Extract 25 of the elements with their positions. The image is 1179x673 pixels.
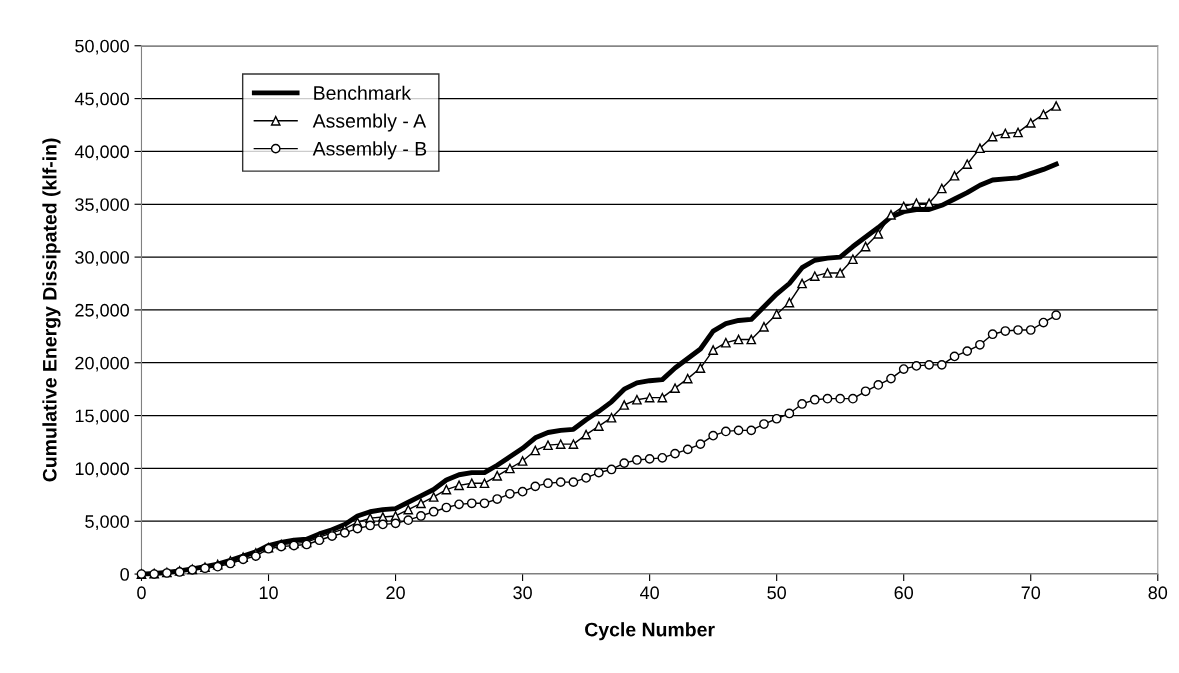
legend-label: Benchmark (314, 85, 412, 100)
x-tick-label: 0 (137, 586, 146, 600)
y-tick-label: 30,000 (75, 251, 129, 266)
y-tick-label: 25,000 (75, 303, 129, 319)
legend-label: Assembly - A (312, 113, 427, 132)
legend-label: Assembly - B (312, 141, 427, 160)
x-tick-label: 60 (894, 586, 914, 600)
y-tick-label: 35,000 (75, 198, 129, 214)
x-axis-title: Cycle Number (585, 622, 715, 641)
x-tick-label: 80 (1148, 586, 1168, 600)
y-tick-label: 40,000 (74, 145, 129, 161)
x-tick-label: 20 (386, 586, 405, 600)
y-tick-label: 0 (120, 568, 129, 581)
y-tick-label: 15,000 (75, 409, 129, 425)
y-tick-label: 45,000 (74, 92, 129, 108)
x-tick-label: 50 (767, 586, 786, 600)
x-tick-label: 40 (640, 586, 659, 600)
x-tick-label: 10 (259, 586, 278, 600)
y-tick-label: 10,000 (75, 462, 129, 478)
x-tick-label: 70 (1021, 586, 1041, 600)
x-tick-label: 30 (513, 586, 532, 600)
y-tick-label: 5,000 (85, 515, 129, 531)
y-tick-label: 50,000 (75, 39, 129, 55)
y-tick-label: 20,000 (75, 356, 129, 372)
y-axis-title: Cumulative Energy Dissipated (klf-in) (42, 138, 61, 482)
